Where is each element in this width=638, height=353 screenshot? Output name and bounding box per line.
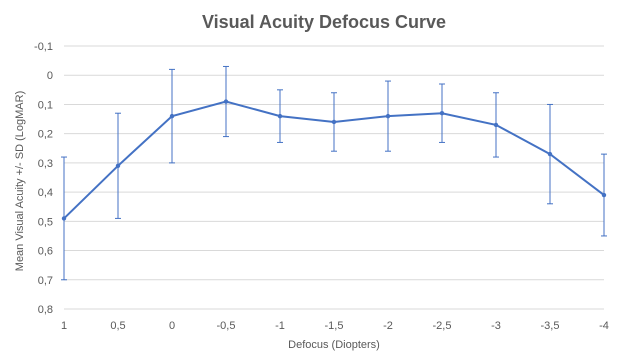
data-point <box>169 113 175 119</box>
data-point <box>223 99 229 104</box>
x-tick-label: -1 <box>275 320 285 332</box>
y-tick-label: 0,6 <box>38 246 53 258</box>
x-tick-label: -2 <box>383 320 393 332</box>
x-tick-label: -3,5 <box>541 320 560 332</box>
data-point <box>601 192 607 198</box>
y-tick-label: 0,8 <box>38 304 53 316</box>
y-tick-label: 0,5 <box>38 216 53 228</box>
data-point <box>61 216 67 221</box>
x-tick-label: -2,5 <box>433 320 452 332</box>
x-tick-label: 0,5 <box>110 320 125 332</box>
x-tick-label: -4 <box>599 320 609 332</box>
x-tick-label: 1 <box>61 320 67 332</box>
data-point <box>439 111 445 116</box>
x-tick-label: 0 <box>169 320 175 332</box>
data-point <box>115 163 121 169</box>
y-tick-label: 0,7 <box>38 275 53 287</box>
x-tick-label: -0,5 <box>217 320 236 332</box>
y-axis-title: Mean Visual Acuity +/- SD (LogMAR) <box>14 91 26 271</box>
data-point <box>385 113 391 119</box>
chart-title: Visual Acuity Defocus Curve <box>202 12 446 32</box>
x-tick-label: -3 <box>491 320 501 332</box>
x-tick-label: -1,5 <box>325 320 344 332</box>
y-tick-label: -0,1 <box>34 41 53 53</box>
y-tick-label: 0,1 <box>38 99 53 111</box>
x-axis-ticks: 1 0,5 0 -0,5 -1 -1,5 -2 -2,5 -3 -3,5 -4 <box>61 320 609 332</box>
data-point <box>331 119 337 125</box>
y-tick-label: 0,3 <box>38 158 53 170</box>
y-axis-ticks: -0,1 0 0,1 0,2 0,3 0,4 0,5 0,6 0,7 0,8 <box>34 41 53 316</box>
data-point <box>277 113 283 119</box>
data-point <box>493 122 499 128</box>
data-points <box>61 99 607 221</box>
error-bars <box>61 65 607 281</box>
y-tick-label: 0,2 <box>38 129 53 141</box>
gridlines <box>64 45 604 310</box>
x-axis-title: Defocus (Diopters) <box>288 339 380 351</box>
data-point <box>547 151 553 157</box>
y-tick-label: 0 <box>47 70 53 82</box>
y-tick-label: 0,4 <box>38 187 53 199</box>
